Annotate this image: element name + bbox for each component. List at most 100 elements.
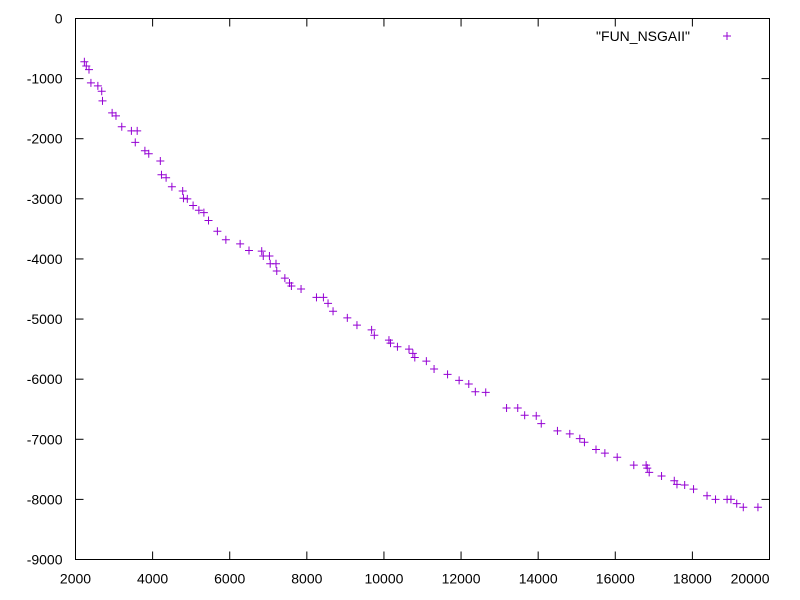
y-tick: -2000 [27, 131, 770, 147]
data-point [575, 434, 584, 443]
x-tick-label: 4000 [137, 571, 168, 587]
data-point [513, 404, 522, 413]
y-tick: 0 [55, 11, 770, 27]
x-tick: 10000 [364, 18, 404, 587]
data-point [732, 499, 741, 508]
y-tick-label: -6000 [27, 371, 63, 387]
data-point [672, 480, 681, 489]
x-tick-label: 2000 [60, 571, 91, 587]
y-tick-label: -7000 [27, 431, 63, 447]
y-tick: -4000 [27, 251, 770, 267]
data-point [319, 293, 328, 302]
data-point [645, 468, 654, 477]
data-point [167, 182, 176, 191]
data-point [739, 503, 748, 512]
data-point [367, 325, 376, 334]
x-tick: 12000 [442, 18, 481, 587]
x-tick: 16000 [596, 18, 635, 587]
data-point [329, 307, 338, 316]
data-point [93, 81, 102, 90]
data-point [157, 170, 166, 179]
data-point [221, 235, 230, 244]
x-tick-label: 12000 [442, 571, 481, 587]
data-point [280, 274, 289, 283]
legend-label: "FUN_NSGAII" [596, 28, 690, 44]
legend-marker [723, 32, 731, 40]
data-point [131, 138, 140, 147]
data-point [680, 480, 689, 489]
y-tick-label: -8000 [27, 491, 63, 507]
data-point [613, 453, 622, 462]
data-point [422, 357, 431, 366]
data-point [245, 246, 253, 255]
data-point [343, 313, 352, 322]
y-tick: -7000 [27, 431, 770, 447]
data-point [643, 464, 652, 473]
x-tick-label: 6000 [214, 571, 245, 587]
data-point [565, 429, 574, 438]
data-points [80, 57, 762, 512]
data-point [272, 266, 281, 275]
data-point [532, 411, 541, 420]
data-point [430, 364, 439, 373]
y-tick-label: -1000 [27, 71, 63, 87]
y-tick-label: -4000 [27, 251, 63, 267]
data-point [711, 495, 720, 504]
data-point [162, 173, 171, 182]
data-point [80, 57, 89, 66]
data-point [471, 387, 480, 396]
data-point [703, 491, 712, 500]
data-point [183, 194, 192, 203]
data-point [481, 388, 490, 397]
data-point [464, 379, 473, 388]
x-tick: 18000 [673, 18, 712, 587]
data-point [204, 216, 213, 225]
y-tick: -5000 [27, 311, 770, 327]
data-point [352, 321, 361, 330]
data-point [553, 426, 562, 435]
x-axis-ticks: 2000 4000 6000 8000 10000 12000 14000 16000 1800… [60, 18, 770, 587]
data-point [236, 239, 245, 248]
data-point [455, 376, 464, 385]
data-point [502, 404, 511, 413]
data-point [156, 156, 165, 165]
x-tick-label: 16000 [596, 571, 635, 587]
legend: "FUN_NSGAII" [596, 28, 731, 44]
data-point [179, 194, 188, 203]
data-point [189, 201, 198, 210]
data-point [370, 331, 379, 340]
x-tick-label: 18000 [673, 571, 712, 587]
y-tick-label: -3000 [27, 191, 63, 207]
data-point [393, 342, 402, 351]
data-point [144, 149, 153, 158]
y-tick: -3000 [27, 191, 770, 207]
data-point [213, 227, 222, 236]
data-point [194, 206, 203, 215]
y-tick: -1000 [27, 71, 770, 87]
data-point [408, 349, 417, 358]
x-tick-label: 14000 [519, 571, 558, 587]
x-tick: 6000 [214, 18, 246, 587]
y-tick: -9000 [27, 552, 770, 568]
data-point [629, 461, 638, 470]
data-point [265, 251, 274, 260]
x-tick: 14000 [519, 18, 558, 587]
data-point [520, 411, 529, 420]
data-point [657, 471, 666, 480]
y-tick-label: -5000 [27, 311, 63, 327]
x-tick-label: 20000 [731, 571, 770, 587]
data-point [86, 78, 95, 87]
x-tick: 2000 [60, 18, 91, 587]
data-point [592, 445, 600, 454]
x-tick: 4000 [137, 18, 168, 587]
y-tick: -6000 [27, 371, 770, 387]
data-point [117, 122, 126, 131]
data-point [257, 247, 266, 256]
x-tick: 8000 [291, 18, 323, 587]
data-point [405, 345, 414, 354]
y-tick-label: 0 [55, 11, 63, 27]
y-axis-ticks: 0 -1000 -2000 -3000 -4000 -5000 -6000 -7000 -800… [27, 11, 770, 568]
data-point [312, 293, 321, 302]
data-point [97, 87, 106, 96]
